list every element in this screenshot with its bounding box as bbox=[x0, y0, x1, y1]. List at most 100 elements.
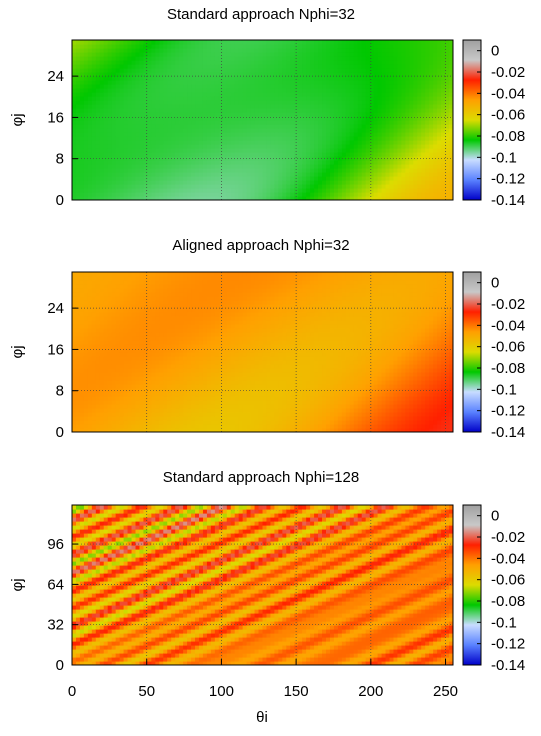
heatmap-cell bbox=[139, 156, 145, 161]
heatmap-cell bbox=[155, 60, 160, 65]
heatmap-cell bbox=[341, 184, 347, 189]
heatmap-cell bbox=[333, 96, 339, 101]
heatmap-cell bbox=[326, 128, 331, 133]
heatmap-cell bbox=[171, 176, 176, 181]
heatmap-cell bbox=[377, 132, 383, 137]
heatmap-cell bbox=[187, 52, 192, 57]
heatmap-cell bbox=[214, 152, 220, 157]
heatmap-cell bbox=[349, 44, 355, 49]
heatmap-cell bbox=[258, 112, 264, 117]
heatmap-cell bbox=[381, 152, 387, 157]
heatmap-cell bbox=[83, 180, 89, 185]
heatmap-cell bbox=[397, 104, 403, 109]
heatmap-cell bbox=[72, 304, 77, 309]
heatmap-cell bbox=[111, 112, 117, 117]
heatmap-cell bbox=[103, 172, 109, 177]
heatmap-cell bbox=[147, 304, 152, 309]
heatmap-cell bbox=[341, 168, 347, 173]
heatmap-cell bbox=[143, 52, 149, 57]
heatmap-cell bbox=[187, 184, 192, 189]
heatmap-cell bbox=[322, 80, 327, 85]
heatmap-cell bbox=[425, 164, 430, 169]
heatmap-cell bbox=[361, 104, 367, 109]
heatmap-cell bbox=[329, 76, 335, 81]
heatmap-cell bbox=[135, 292, 141, 297]
heatmap-cell bbox=[270, 96, 276, 101]
heatmap-cell bbox=[171, 72, 176, 77]
heatmap-cell bbox=[437, 128, 442, 133]
heatmap-cell bbox=[135, 44, 141, 49]
heatmap-cell bbox=[353, 172, 359, 177]
heatmap-cell bbox=[83, 404, 89, 409]
heatmap-cell bbox=[155, 124, 160, 129]
heatmap-cell bbox=[286, 40, 291, 45]
heatmap-cell bbox=[127, 320, 133, 325]
heatmap-cell bbox=[270, 172, 276, 177]
heatmap-cell bbox=[449, 92, 453, 97]
heatmap-cell bbox=[83, 72, 89, 77]
heatmap-cell bbox=[333, 140, 339, 145]
heatmap-cell bbox=[353, 120, 359, 125]
heatmap-cell bbox=[127, 312, 133, 317]
heatmap-cell bbox=[226, 84, 232, 89]
heatmap-cell bbox=[79, 120, 85, 125]
heatmap-cell bbox=[254, 168, 260, 173]
heatmap-cell bbox=[139, 172, 145, 177]
heatmap-cell bbox=[72, 76, 77, 81]
heatmap-cell bbox=[306, 132, 311, 137]
heatmap-cell bbox=[242, 88, 248, 93]
heatmap-cell bbox=[75, 124, 81, 129]
heatmap-cell bbox=[274, 84, 279, 89]
heatmap-cell bbox=[107, 300, 113, 305]
heatmap-cell bbox=[179, 128, 184, 133]
heatmap-cell bbox=[254, 124, 260, 129]
heatmap-cell bbox=[393, 196, 399, 200]
heatmap-cell bbox=[139, 168, 145, 173]
heatmap-cell bbox=[143, 168, 149, 173]
heatmap-cell bbox=[433, 84, 438, 89]
heatmap-cell bbox=[115, 416, 121, 421]
heatmap-cell bbox=[139, 164, 145, 169]
heatmap-cell bbox=[99, 116, 105, 121]
heatmap-cell bbox=[159, 368, 164, 373]
heatmap-cell bbox=[135, 136, 141, 141]
heatmap-cell bbox=[107, 364, 113, 369]
heatmap-cell bbox=[413, 132, 418, 137]
heatmap-cell bbox=[171, 92, 176, 97]
heatmap-cell bbox=[72, 332, 77, 337]
heatmap-cell bbox=[353, 48, 359, 53]
heatmap-cell bbox=[333, 176, 339, 181]
heatmap-cell bbox=[274, 124, 279, 129]
heatmap-cell bbox=[163, 316, 168, 321]
heatmap-cell bbox=[425, 108, 430, 113]
heatmap-cell bbox=[95, 124, 101, 129]
heatmap-cell bbox=[302, 160, 307, 165]
heatmap-cell bbox=[357, 164, 363, 169]
heatmap-cell bbox=[183, 80, 188, 85]
heatmap-cell bbox=[373, 184, 379, 189]
heatmap-cell bbox=[83, 372, 89, 377]
heatmap-cell bbox=[270, 40, 276, 45]
heatmap-cell bbox=[214, 164, 220, 169]
heatmap-cell bbox=[135, 276, 141, 281]
heatmap-cell bbox=[143, 276, 149, 281]
heatmap-cell bbox=[135, 68, 141, 73]
heatmap-cell bbox=[179, 140, 184, 145]
heatmap-cell bbox=[75, 388, 81, 393]
heatmap-cell bbox=[246, 120, 252, 125]
heatmap-cell bbox=[361, 168, 367, 173]
heatmap-cell bbox=[326, 52, 331, 57]
heatmap-cell bbox=[238, 104, 244, 109]
heatmap-cell bbox=[75, 104, 81, 109]
heatmap-cell bbox=[191, 124, 196, 129]
heatmap-cell bbox=[302, 128, 307, 133]
heatmap-cell bbox=[151, 304, 156, 309]
heatmap-cell bbox=[445, 140, 450, 145]
heatmap-cell bbox=[72, 112, 77, 117]
heatmap-cell bbox=[179, 116, 184, 121]
heatmap-cell bbox=[99, 84, 105, 89]
heatmap-cell bbox=[155, 316, 160, 321]
heatmap-cell bbox=[139, 316, 145, 321]
heatmap-cell bbox=[318, 140, 323, 145]
heatmap-cell bbox=[250, 188, 256, 193]
